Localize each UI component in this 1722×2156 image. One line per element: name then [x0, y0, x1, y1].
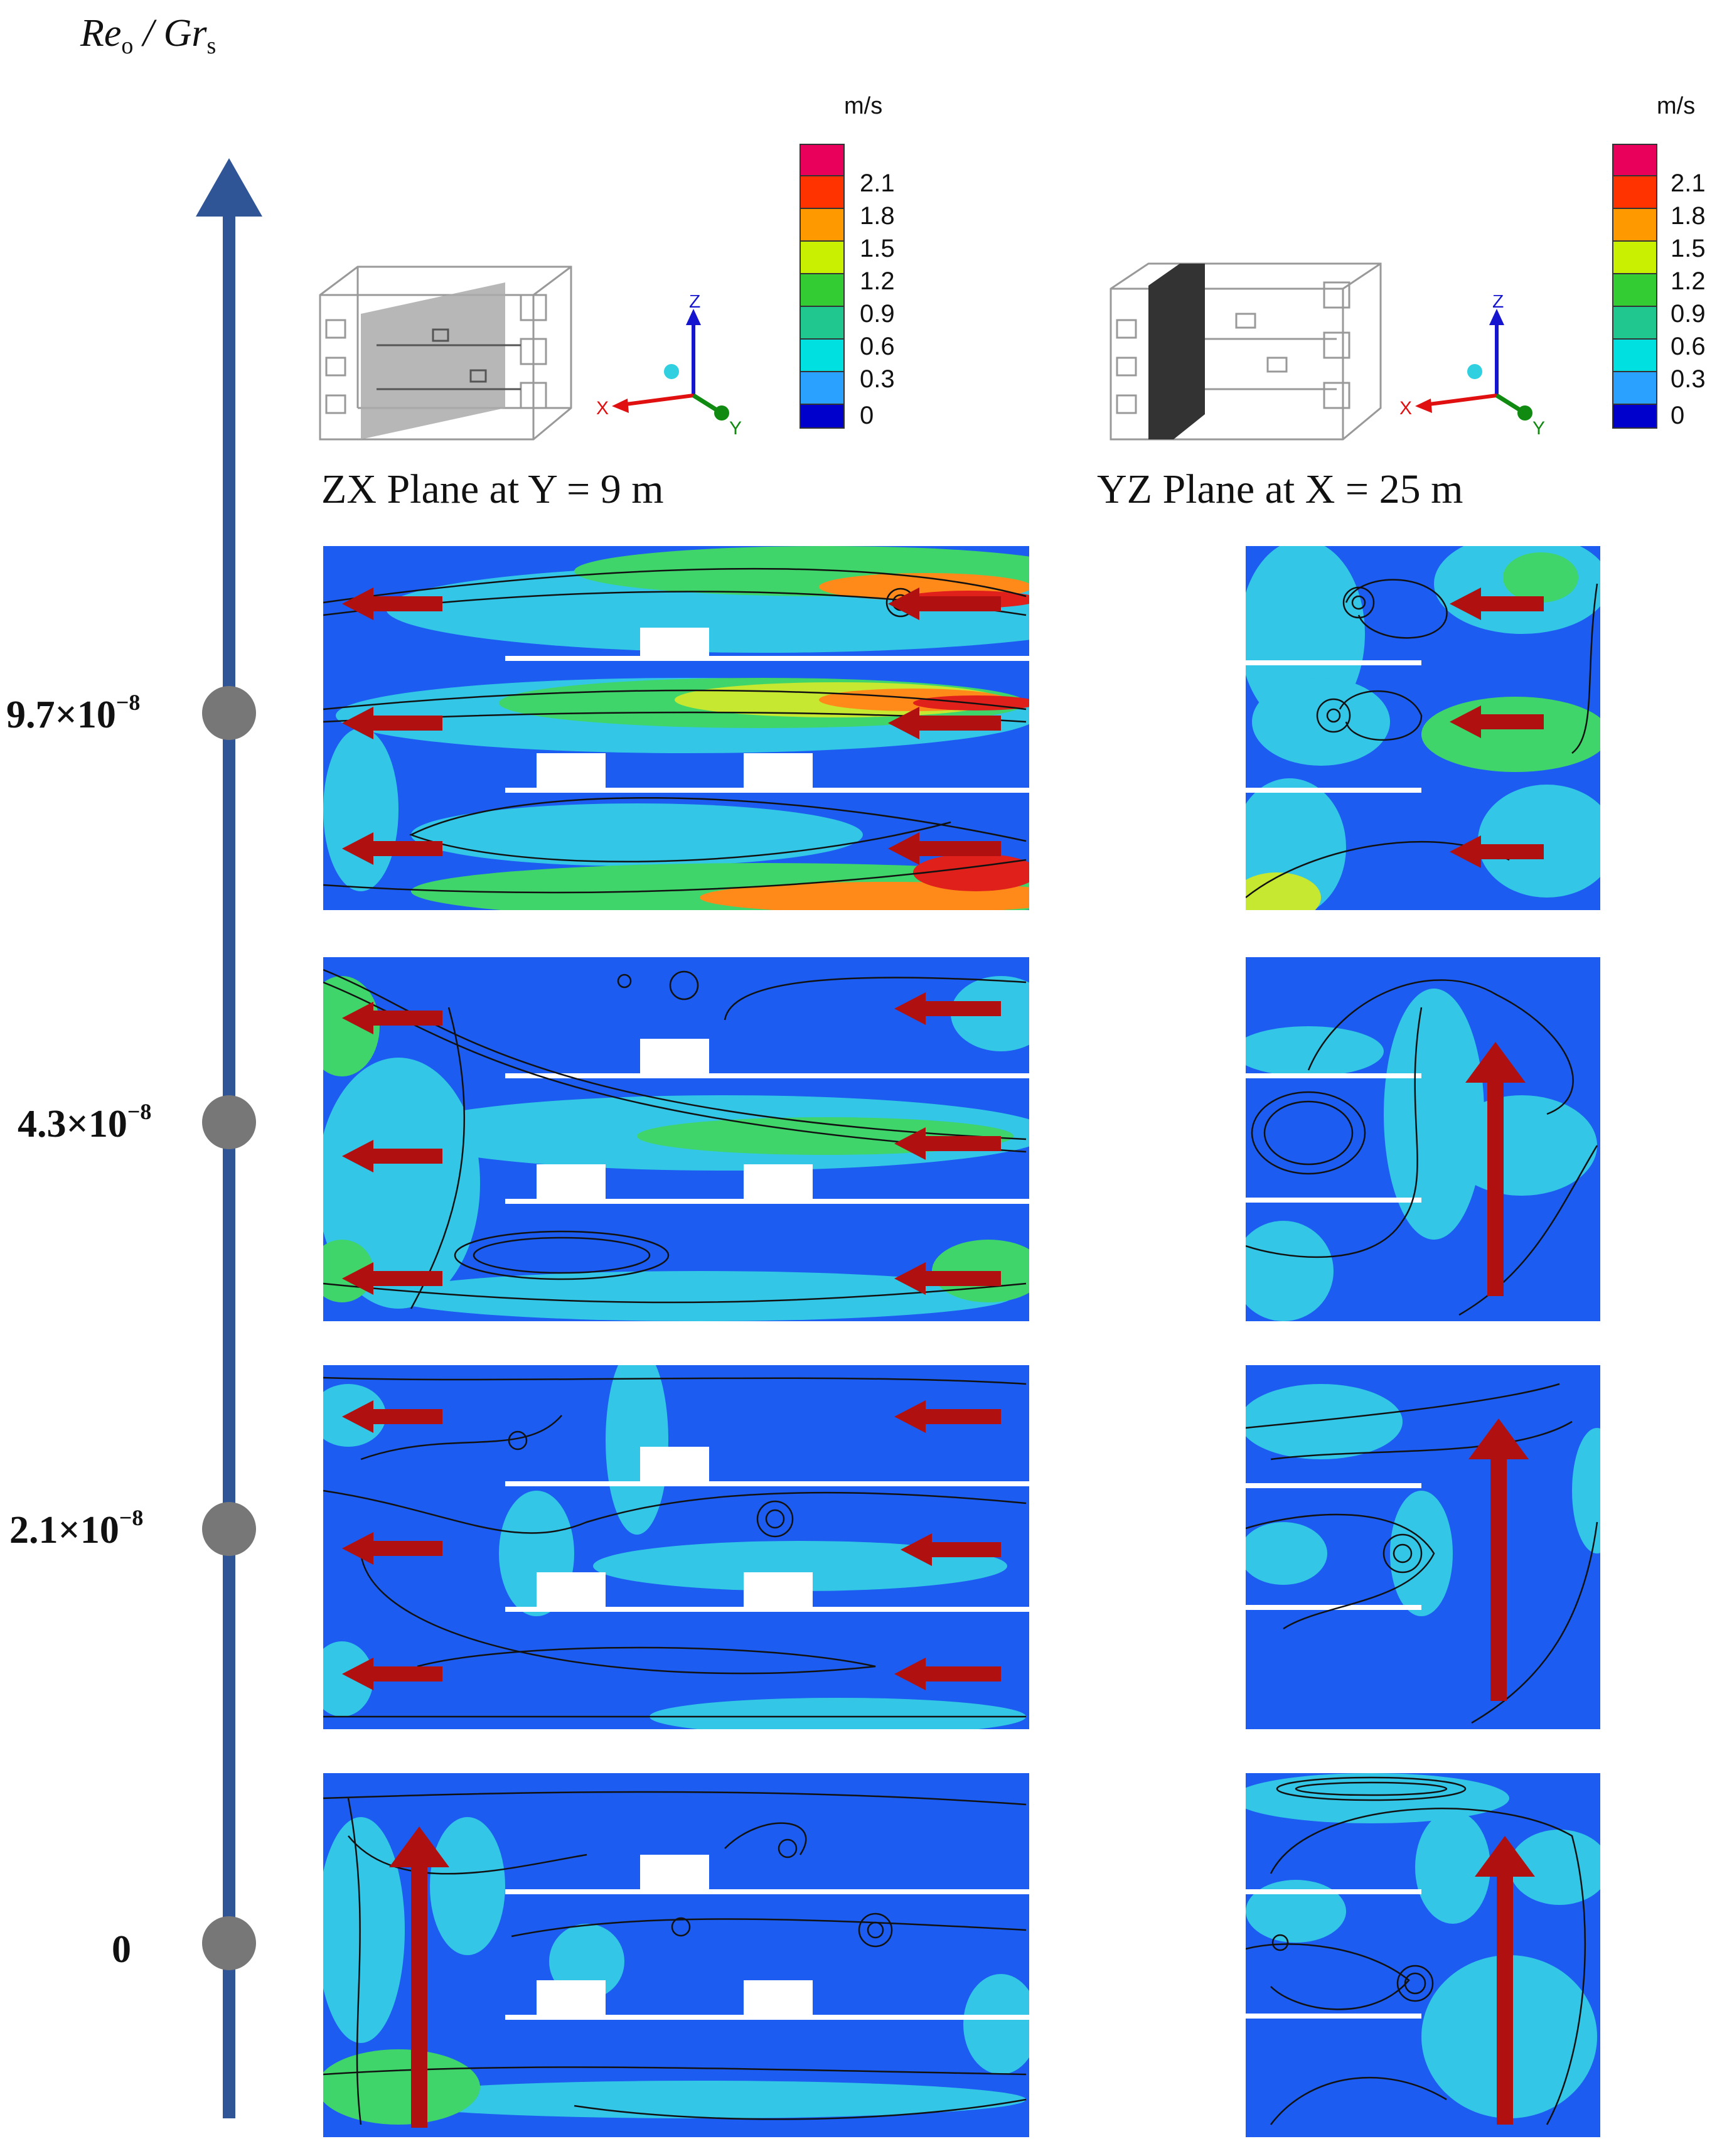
cb-left-tick-7: 0.3: [860, 365, 895, 393]
flow-direction-arrows: [1475, 1836, 1535, 2125]
level-marker-2: [202, 1095, 256, 1149]
obstacles: [1246, 1483, 1421, 1610]
colorbar-unit-right: m/s: [1657, 93, 1696, 119]
flow-direction-arrows: [342, 1400, 1001, 1690]
obstacles: [505, 1855, 1029, 2020]
streamlines: [1246, 1383, 1598, 1724]
cb-right-tick-2: 1.8: [1671, 202, 1706, 230]
streamlines: [1246, 979, 1598, 1316]
zx-contour-panel-3: [323, 1365, 1029, 1729]
cb-left-tick-4: 1.2: [860, 267, 895, 295]
flow-direction-arrows: [1468, 1419, 1529, 1701]
flow-direction-arrows: [342, 992, 1001, 1295]
yz-contour-panel-3: [1246, 1365, 1600, 1729]
level-label-2: 4.3×10−8: [18, 1099, 152, 1145]
streamlines: [323, 1791, 1027, 2125]
obstacles: [505, 1039, 1029, 1204]
cb-right-tick-3: 1.5: [1671, 235, 1706, 262]
yz-plane-title: YZ Plane at X = 25 m: [1097, 466, 1463, 512]
obstacles: [505, 1447, 1029, 1612]
obstacles: [505, 628, 1029, 793]
building-schematic-yz: [1110, 262, 1382, 441]
cb-left-tick-2: 1.8: [860, 202, 895, 230]
flow-direction-arrows: [1450, 587, 1544, 868]
coordinate-triad-zx: Z X Y: [596, 295, 742, 439]
triad-y-label: Y: [1532, 418, 1545, 439]
triad-x-label: X: [596, 398, 609, 419]
cb-left-tick-6: 0.6: [860, 333, 895, 360]
colorbar-left: [800, 144, 845, 429]
cb-right-tick-1: 2.1: [1671, 169, 1706, 197]
flow-direction-arrows: [1465, 1042, 1526, 1296]
yz-contour-panel-4: [1246, 1773, 1600, 2137]
level-label-3: 2.1×10−8: [9, 1505, 144, 1552]
triad-z-label: Z: [1492, 295, 1504, 312]
triad-y-label: Y: [729, 418, 742, 439]
streamlines: [1246, 1776, 1586, 2125]
cb-left-tick-8: 0: [860, 402, 874, 429]
zx-contour-panel-2: [323, 957, 1029, 1321]
cb-left-tick-5: 0.9: [860, 300, 895, 328]
level-marker-3: [202, 1502, 256, 1556]
velocity-contours: [1246, 546, 1600, 910]
cb-left-tick-3: 1.5: [860, 235, 895, 262]
cb-right-tick-5: 0.9: [1671, 300, 1706, 328]
velocity-contours: [323, 546, 1029, 910]
cb-left-tick-1: 2.1: [860, 169, 895, 197]
obstacles: [1246, 660, 1421, 793]
level-label-4: 0: [112, 1928, 131, 1971]
zx-plane-title: ZX Plane at Y = 9 m: [321, 466, 664, 512]
velocity-contours: [1246, 989, 1597, 1321]
axis-arrow: [196, 158, 262, 2118]
velocity-contours: [1246, 1384, 1600, 1616]
colorbar-right: [1612, 144, 1657, 429]
level-label-1: 9.7×10−8: [6, 690, 141, 736]
obstacles: [1246, 1889, 1421, 2019]
cb-right-tick-8: 0: [1671, 402, 1685, 429]
cb-right-tick-6: 0.6: [1671, 333, 1706, 360]
zx-contour-panel-4: [323, 1773, 1029, 2137]
velocity-contours: [323, 1817, 1029, 2125]
cb-right-tick-4: 1.2: [1671, 267, 1706, 295]
axis-line: [223, 210, 235, 2118]
obstacles: [1246, 1073, 1421, 1203]
level-marker-4: [202, 1916, 256, 1970]
yz-contour-panel-1: [1246, 546, 1600, 910]
axis-title: Reo / Grs: [80, 12, 217, 59]
cb-right-tick-7: 0.3: [1671, 365, 1706, 393]
triad-z-label: Z: [689, 295, 700, 312]
building-schematic-zx: [319, 265, 572, 441]
level-marker-1: [202, 686, 256, 740]
zx-contour-panel-1: [323, 546, 1029, 910]
triad-x-label: X: [1399, 398, 1412, 419]
coordinate-triad-yz: Z X Y: [1399, 295, 1545, 439]
flow-direction-arrows: [389, 1826, 449, 2128]
streamlines: [323, 1376, 1027, 1718]
colorbar-unit-left: m/s: [844, 93, 883, 119]
flow-direction-arrows: [342, 587, 1001, 865]
yz-contour-panel-2: [1246, 957, 1600, 1321]
axis-arrowhead: [196, 158, 262, 217]
